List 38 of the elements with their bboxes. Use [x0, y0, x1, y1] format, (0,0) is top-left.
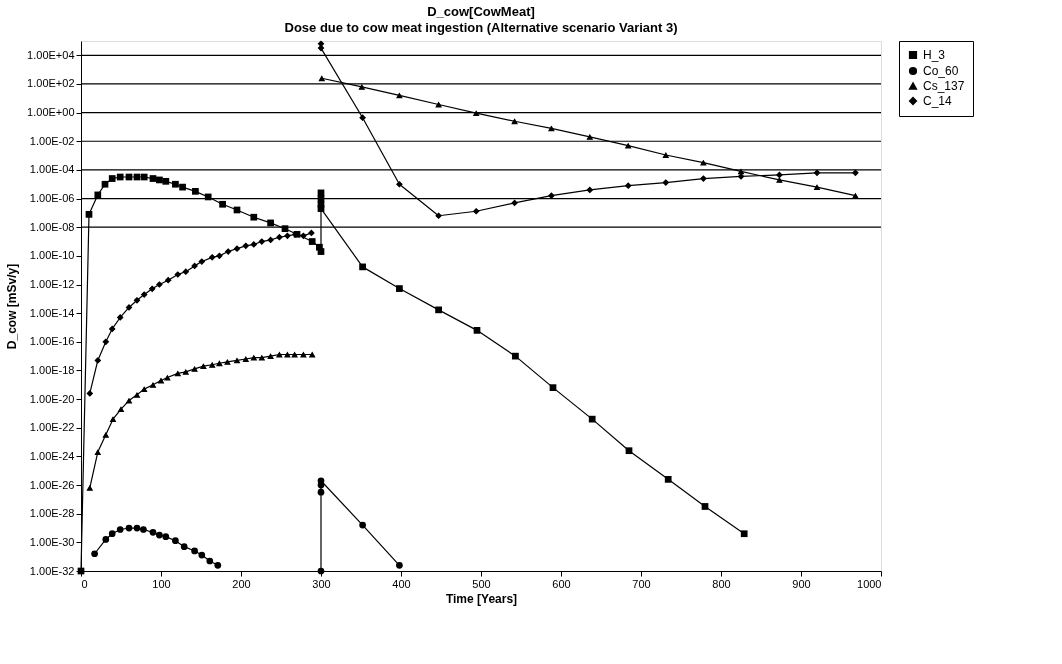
x-tick-label: 100 [152, 577, 171, 590]
x-tick-label: 1000 [857, 577, 882, 590]
x-tick-label: 900 [792, 577, 811, 590]
x-tick-label: 500 [472, 577, 491, 590]
y-tick-label: 1.00E-28 [29, 507, 75, 520]
y-tick-label: 1.00E-18 [29, 363, 75, 376]
x-tick-label: 800 [712, 577, 731, 590]
y-tick-label: 1.00E-16 [29, 335, 75, 348]
y-tick-label: 1.00E-24 [29, 449, 75, 462]
y-tick-label: 1.00E-08 [29, 220, 75, 233]
y-tick-label: 1.00E-26 [29, 478, 75, 491]
y-tick-label: 1.00E-06 [29, 192, 75, 205]
x-tick-label: 200 [232, 577, 251, 590]
y-tick-label: 1.00E-12 [29, 278, 75, 291]
y-tick-label: 1.00E-20 [29, 392, 75, 405]
y-tick-label: 1.00E-14 [29, 306, 75, 319]
chart-title: D_cow[CowMeat] [427, 3, 535, 19]
y-tick-label: 1.00E+00 [27, 106, 75, 119]
legend-label: C_14 [923, 94, 953, 108]
y-tick-label: 1.00E+02 [27, 77, 75, 90]
x-tick-label: 700 [632, 577, 651, 590]
y-tick-label: 1.00E-04 [29, 163, 75, 176]
x-tick-label: 300 [312, 577, 331, 590]
legend-label: Cs_137 [923, 79, 965, 93]
y-tick-label: 1.00E-02 [29, 134, 75, 147]
y-tick-label: 1.00E-30 [29, 535, 75, 548]
legend-label: H_3 [923, 48, 946, 62]
y-tick-label: 1.00E-22 [29, 421, 75, 434]
legend-label: Co_60 [923, 64, 959, 78]
x-tick-label: 400 [392, 577, 411, 590]
x-axis-title: Time [Years] [445, 591, 518, 606]
x-tick-label: 0 [81, 577, 88, 590]
y-tick-label: 1.00E-10 [29, 249, 75, 262]
y-tick-label: 1.00E-32 [29, 564, 75, 577]
y-axis-title: D_cow [mSv/y] [5, 263, 20, 350]
y-tick-label: 1.00E+04 [27, 48, 75, 61]
chart-subtitle: Dose due to cow meat ingestion (Alternative scenario Variant 3) [284, 19, 678, 35]
x-tick-label: 600 [552, 577, 571, 590]
